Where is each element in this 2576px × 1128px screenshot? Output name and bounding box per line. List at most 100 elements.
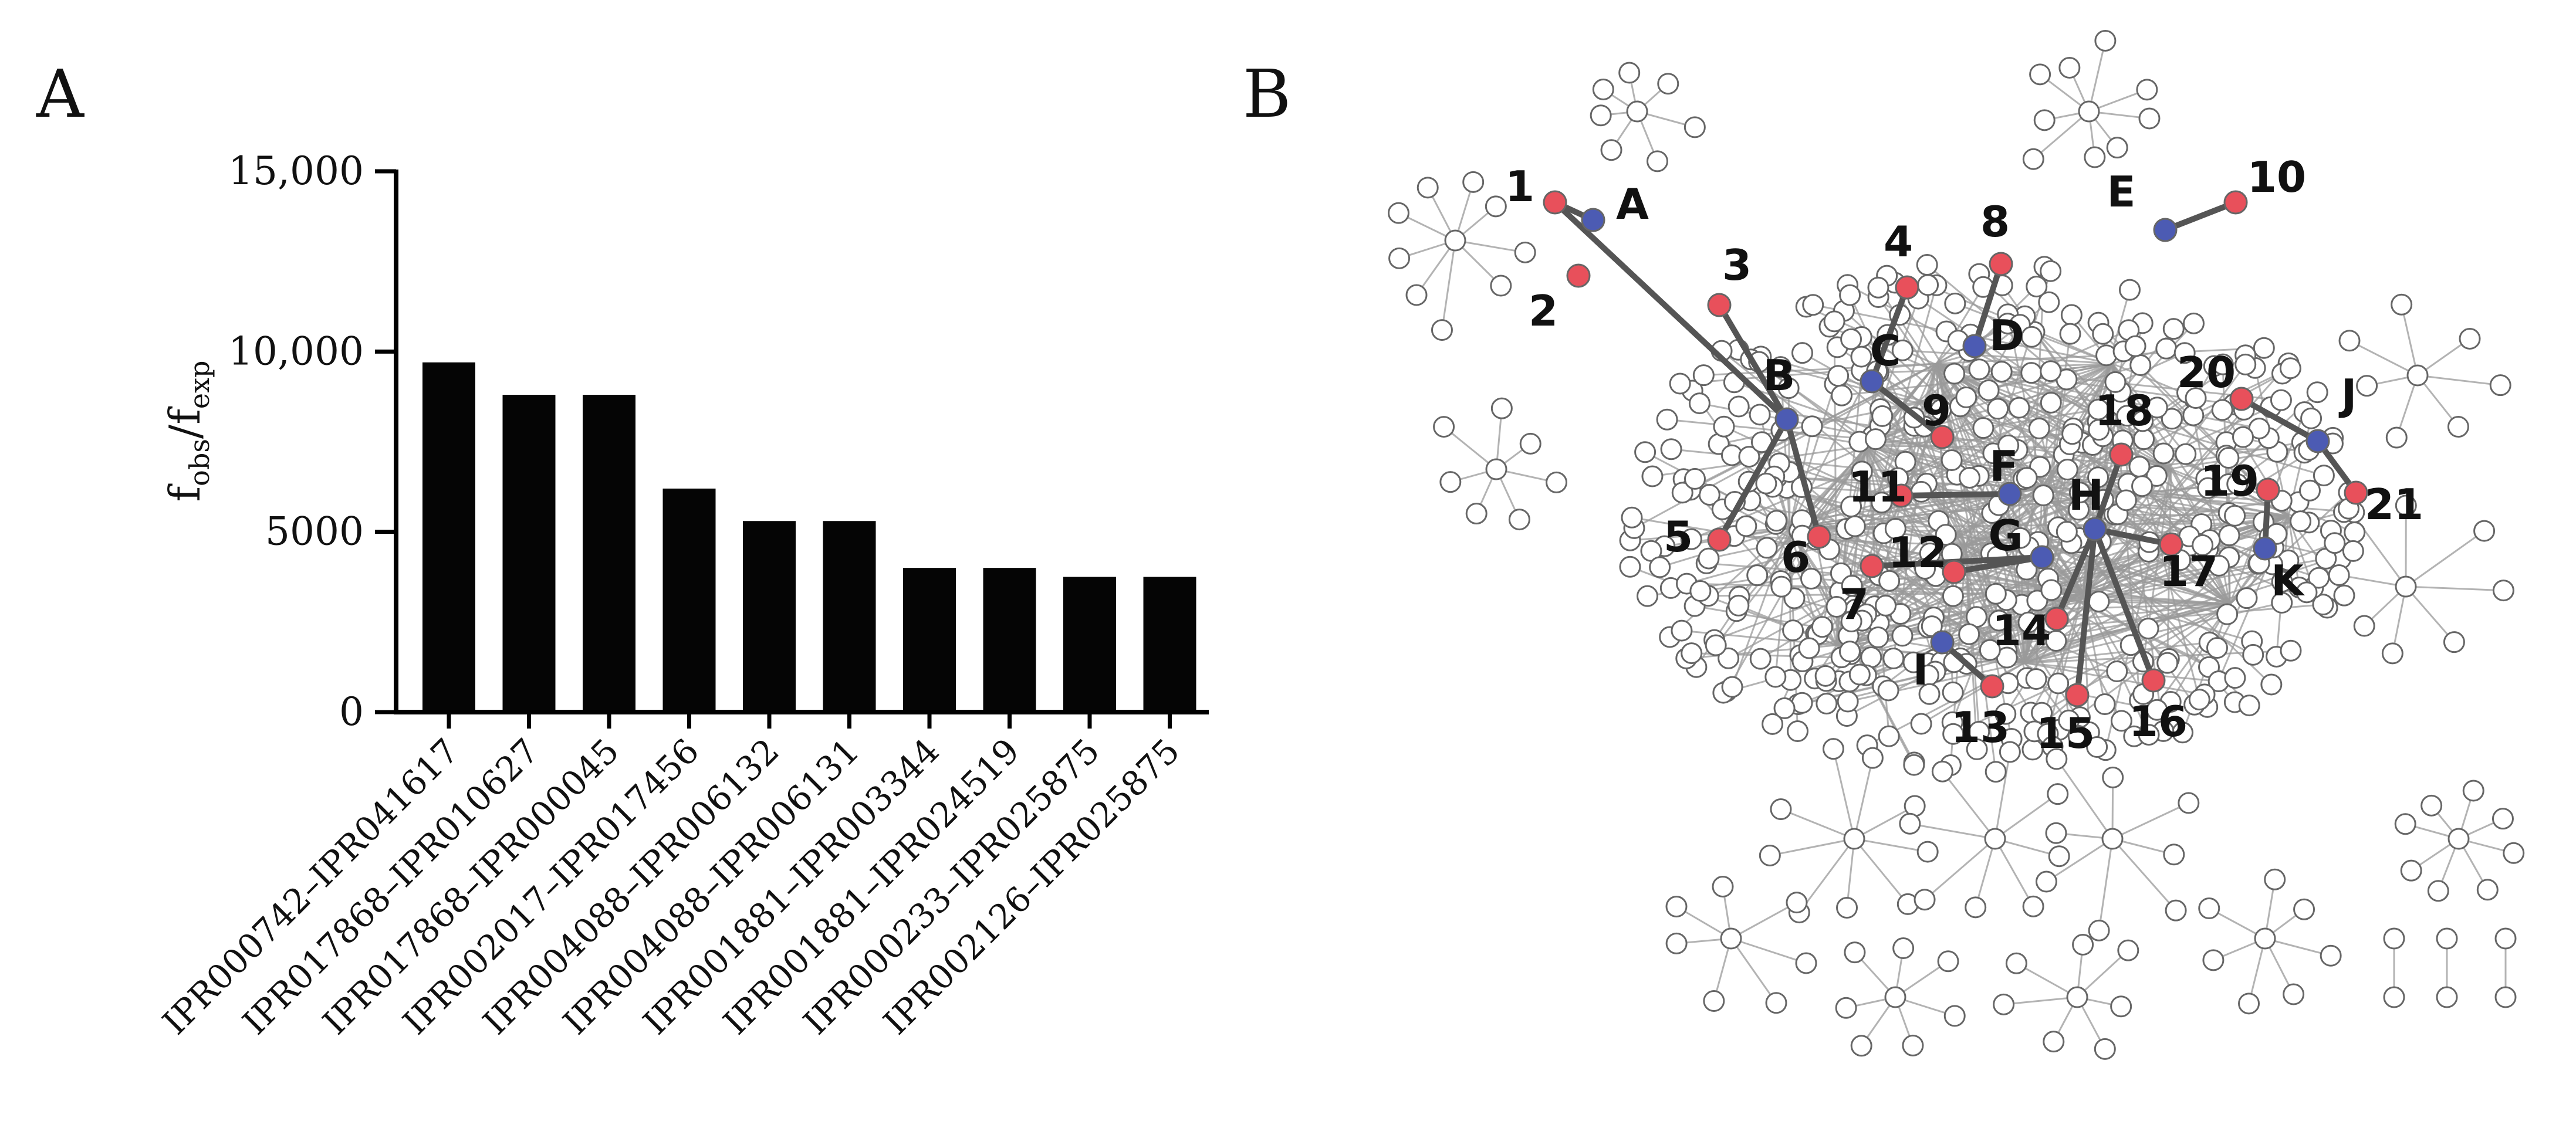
y-axis-label-mid: /f (160, 407, 209, 439)
network-node (1749, 404, 1771, 426)
network-node (1999, 741, 2021, 763)
network-edge (2024, 641, 2210, 664)
network-node (2202, 949, 2225, 971)
network-node (1688, 392, 1710, 415)
network-node (2216, 603, 2239, 625)
blue-node-K (2253, 536, 2277, 561)
network-node (2238, 695, 2260, 717)
network-node (2026, 276, 2048, 298)
network-node (2232, 426, 2254, 448)
network-node (2494, 927, 2517, 950)
blue-node-label-J: J (2338, 370, 2357, 419)
network-node (1626, 100, 1648, 123)
network-node (1671, 619, 1693, 642)
red-node-12 (1942, 560, 1966, 584)
network-node (1884, 986, 1906, 1008)
network-node (2131, 475, 2154, 497)
bar-3 (583, 395, 635, 712)
network-node (1756, 537, 1778, 559)
network-node (1942, 585, 1964, 607)
network-node (1878, 725, 1900, 747)
network-node (1787, 720, 1809, 742)
network-node (1827, 365, 1850, 387)
network-node (1444, 229, 1466, 252)
y-tick-label-4: 15,000 (228, 148, 364, 194)
network-node (1979, 639, 2001, 661)
network-edge (1799, 838, 1855, 913)
network-node (1738, 446, 1760, 468)
network-node (2059, 323, 2081, 345)
network-node (1914, 889, 1936, 911)
blue-node-label-F: F (1989, 442, 2018, 491)
network-node (1942, 681, 1964, 703)
network-node (2022, 148, 2044, 170)
red-node-5 (1707, 527, 1732, 552)
network-edge (1928, 363, 2114, 676)
network-node (2224, 667, 2246, 689)
network-node (2207, 554, 2230, 577)
network-node (1899, 812, 1921, 835)
red-node-6 (1807, 524, 1831, 549)
network-node (1720, 927, 1742, 950)
network-node (2338, 330, 2361, 352)
red-node-17 (2159, 532, 2183, 557)
network-node (2290, 510, 2312, 533)
network-node (1942, 723, 1965, 745)
network-node (1935, 524, 1957, 546)
network-edge (1730, 902, 1797, 940)
network-node (2102, 766, 2124, 788)
network-node (2094, 29, 2117, 52)
network-node (2436, 927, 2458, 950)
red-node-14 (2044, 607, 2069, 631)
network-node (2119, 279, 2141, 301)
blue-node-J (2305, 429, 2330, 453)
network-edge (1703, 363, 1937, 377)
network-node (2293, 898, 2315, 920)
network-node (1955, 386, 1977, 408)
red-node-label-4: 4 (1884, 217, 1913, 266)
highlight-edge (1972, 261, 2004, 349)
network-node (2306, 381, 2328, 404)
network-node (2124, 335, 2146, 357)
red-node-3 (1707, 293, 1732, 317)
network-node (2280, 639, 2302, 662)
network-node (1867, 626, 1889, 648)
network-node (2101, 828, 2124, 850)
red-node-label-18: 18 (2095, 386, 2154, 435)
network-edge (2112, 802, 2189, 840)
network-node (2009, 527, 2031, 549)
bar-1 (422, 362, 475, 712)
network-node (2296, 581, 2318, 604)
network-node (2137, 618, 2159, 640)
network-node (2136, 79, 2158, 101)
network-node (2132, 410, 2154, 432)
network-node (2447, 416, 2469, 438)
network-node (2236, 587, 2258, 609)
network-node (2178, 792, 2200, 814)
highlight-edge (2092, 526, 2156, 683)
network-edge (1780, 808, 1855, 840)
network-edge (1789, 384, 1836, 529)
network-node (1835, 997, 1857, 1019)
network-node (1837, 690, 1859, 713)
network-edge (1846, 838, 1855, 908)
red-node-label-21: 21 (2365, 480, 2423, 529)
network-node (2040, 579, 2063, 601)
network-node (2033, 109, 2056, 131)
blue-node-F (1997, 482, 2022, 506)
network-edge (2003, 996, 2078, 1005)
network-edge (1730, 937, 1807, 964)
red-node-label-20: 20 (2177, 348, 2236, 397)
network-node (1884, 518, 1906, 540)
red-node-4 (1895, 275, 1919, 300)
network-node (1801, 415, 1823, 438)
red-node-10 (2223, 190, 2248, 215)
network-node (1721, 676, 1743, 698)
network-node (2094, 1038, 2116, 1060)
network-node (1864, 428, 1887, 450)
network-node (1840, 328, 1862, 350)
network-node (2473, 520, 2496, 542)
network-node (1388, 247, 1411, 269)
network-node (2395, 575, 2417, 598)
red-node-20 (2229, 387, 2254, 411)
